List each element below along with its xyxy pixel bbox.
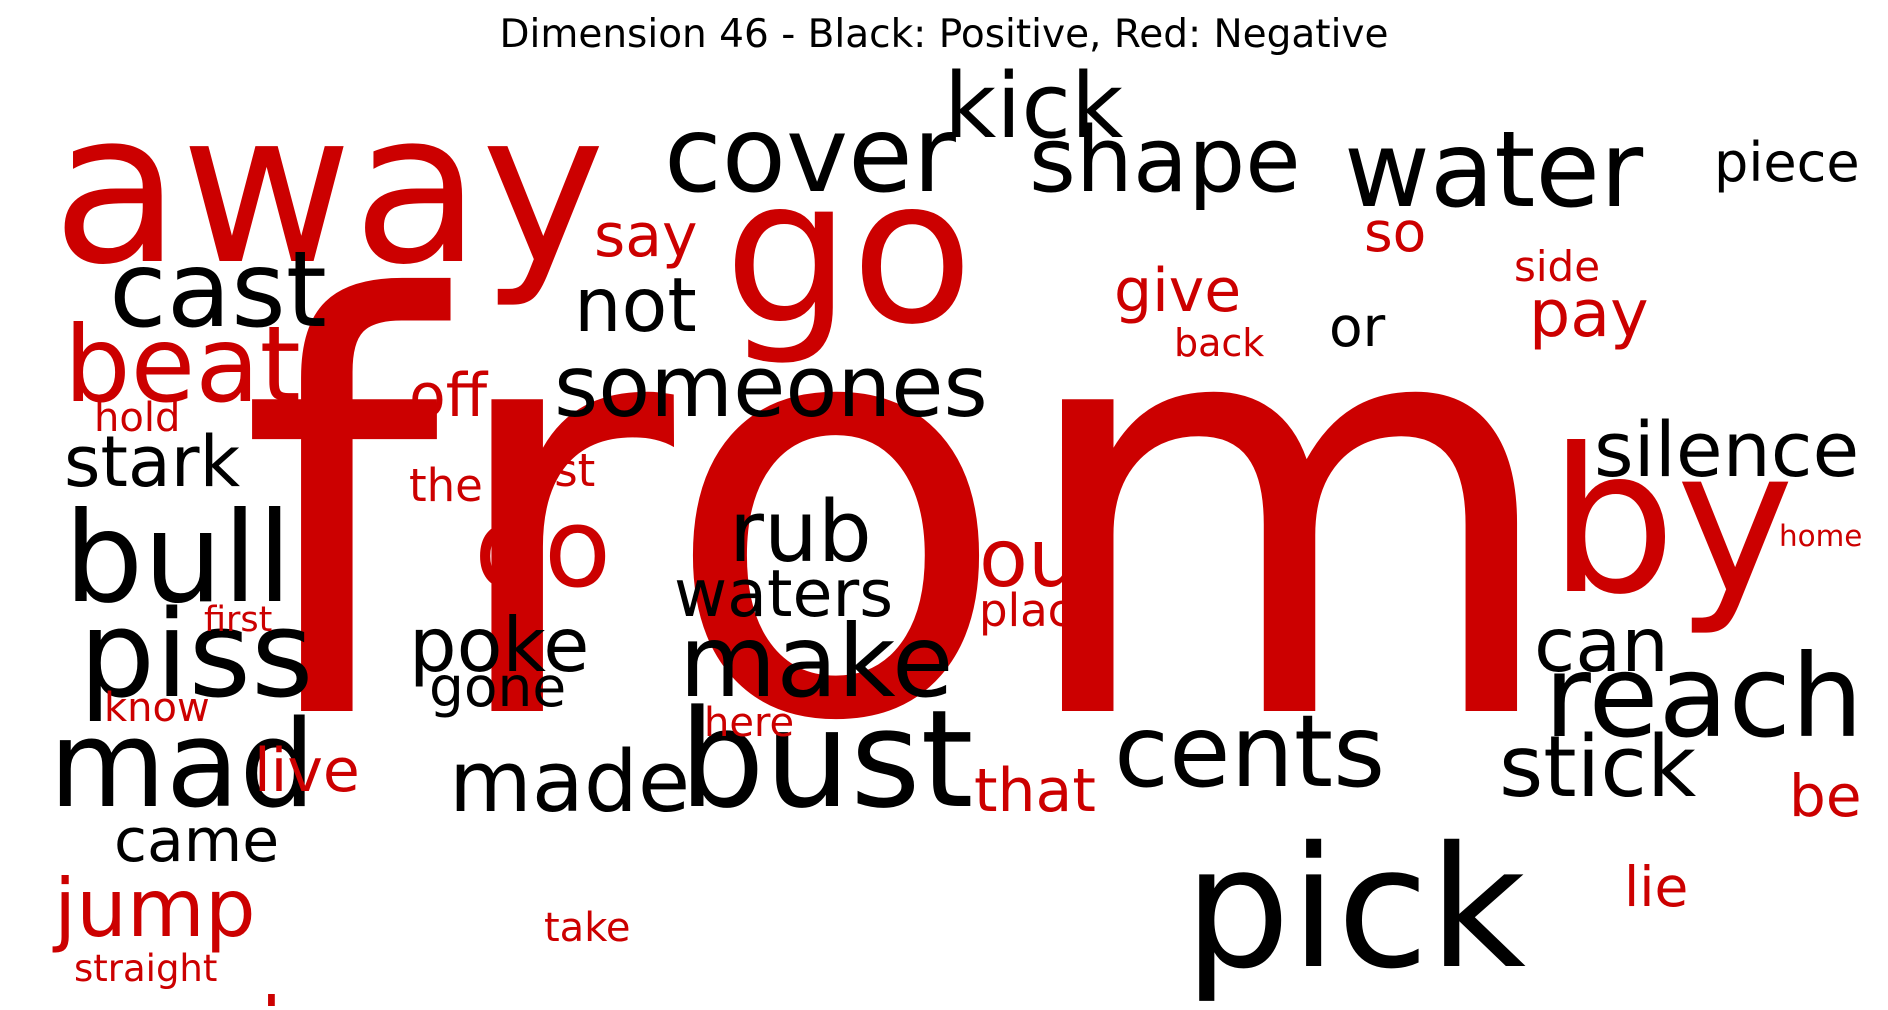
word-piss: piss	[79, 586, 314, 725]
word-by: by	[1549, 406, 1794, 639]
word-first: first	[204, 600, 272, 640]
word-not: not	[574, 261, 697, 349]
word-cast: cast	[109, 229, 327, 351]
word-bull: bull	[64, 486, 292, 631]
word-pick: pick	[1184, 811, 1526, 1006]
word-here: here	[704, 700, 794, 746]
word-give: give	[1114, 256, 1241, 326]
word-pay: pay	[1529, 277, 1649, 352]
word-reach: reach	[1544, 630, 1863, 763]
word-out: out	[979, 512, 1110, 605]
word-hold: hold	[94, 395, 180, 441]
word-side: side	[1514, 242, 1600, 291]
word-straight: straight	[74, 947, 217, 990]
word-take: take	[544, 905, 631, 951]
word-from: from	[239, 183, 1565, 846]
word-lie: lie	[1624, 855, 1688, 919]
word-know: know	[104, 685, 210, 731]
word-cover: cover	[664, 94, 957, 216]
word-made: made	[449, 733, 690, 832]
word-go: go	[724, 136, 973, 369]
word-bust: bust	[679, 681, 974, 838]
word-mad: mad	[49, 696, 316, 835]
word-cloud: fromkickdownpickawaygobybustcoverwatersh…	[49, 56, 1863, 1006]
word-or: or	[1329, 295, 1386, 359]
word-so: so	[1364, 200, 1426, 264]
word-water: water	[1344, 109, 1644, 231]
word-someones: someones	[554, 338, 988, 437]
word-rest: rest	[509, 444, 595, 497]
word-live: live	[254, 736, 360, 806]
word-the: the	[409, 459, 483, 512]
word-stark: stark	[64, 421, 241, 503]
word-rub: rub	[729, 483, 872, 582]
word-silence: silence	[1594, 405, 1859, 494]
word-came: came	[114, 806, 279, 876]
word-shape: shape	[1029, 108, 1301, 213]
word-poke: poke	[409, 601, 589, 689]
word-make: make	[679, 603, 954, 720]
word-cents: cents	[1114, 693, 1385, 810]
word-be: be	[1789, 762, 1862, 830]
word-back: back	[1174, 321, 1264, 365]
word-do: do	[474, 484, 611, 612]
word-can: can	[1534, 601, 1669, 689]
word-kick: kick	[944, 56, 1124, 159]
word-beat: beat	[64, 304, 301, 426]
word-away: away	[52, 66, 605, 311]
word-place: place	[979, 584, 1100, 637]
word-stick: stick	[1499, 718, 1696, 817]
word-jump: jump	[52, 862, 256, 955]
word-home: home	[1779, 519, 1862, 553]
word-waters: waters	[674, 557, 893, 632]
word-that: that	[974, 756, 1096, 826]
word-say: say	[594, 201, 698, 271]
word-piece: piece	[1714, 131, 1860, 194]
word-down: down	[234, 981, 436, 1006]
word-gone: gone	[429, 655, 566, 719]
word-off: off	[409, 361, 489, 431]
figure-title: Dimension 46 - Black: Positive, Red: Neg…	[499, 12, 1389, 57]
